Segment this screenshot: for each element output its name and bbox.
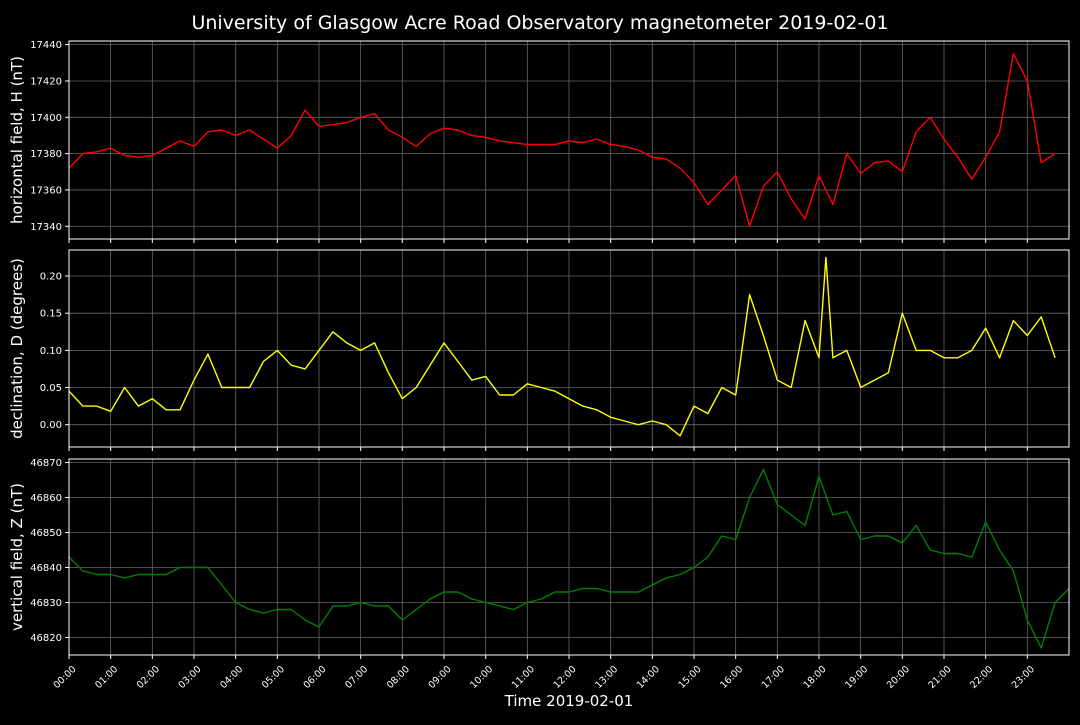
y-tick-label: 0.15 xyxy=(40,309,62,320)
x-tick-label: 09:00 xyxy=(427,664,454,691)
series-line-3 xyxy=(68,468,1070,649)
x-tick-label: 19:00 xyxy=(843,664,870,691)
y-axis-label: vertical field, Z (nT) xyxy=(8,483,26,631)
y-tick-label: 17380 xyxy=(30,149,62,160)
x-tick-label: 22:00 xyxy=(968,664,995,691)
x-tick-label: 10:00 xyxy=(468,664,495,691)
y-tick-label: 17420 xyxy=(30,76,62,87)
y-tick-label: 0.10 xyxy=(40,346,62,357)
y-tick-label: 17440 xyxy=(30,40,62,51)
y-tick-label: 46830 xyxy=(30,598,62,609)
x-tick-label: 04:00 xyxy=(218,664,245,691)
x-tick-label: 23:00 xyxy=(1010,664,1037,691)
y-axis-label: horizontal field, H (nT) xyxy=(8,56,26,224)
x-axis-label: Time 2019-02-01 xyxy=(504,692,634,710)
panel-2: 0.00 0.05 0.10 0.15 0.20 declination, D (degr… xyxy=(8,249,1070,451)
y-tick-label: 46820 xyxy=(30,633,62,644)
x-tick-label: 05:00 xyxy=(260,664,287,691)
x-tick-label: 16:00 xyxy=(718,664,745,691)
y-tick-label: 0.05 xyxy=(40,383,62,394)
y-axis-label: declination, D (degrees) xyxy=(8,258,26,439)
x-tick-label: 02:00 xyxy=(135,664,162,691)
series-line-1 xyxy=(68,53,1056,228)
y-tick-label: 0.20 xyxy=(40,272,62,283)
y-tick-label: 17360 xyxy=(30,185,62,196)
x-tick-label: 00:00 xyxy=(52,664,79,691)
series-line-2 xyxy=(68,256,1056,437)
x-tick-label: 20:00 xyxy=(885,664,912,691)
y-tick-label: 46840 xyxy=(30,563,62,574)
panels: 17340 17360 17380 17400 17420 17440 horizontal… xyxy=(8,40,1070,691)
x-tick-label: 12:00 xyxy=(552,664,579,691)
x-tick-label: 07:00 xyxy=(343,664,370,691)
panel-1: 17340 17360 17380 17400 17420 17440 horizontal… xyxy=(8,40,1070,243)
x-tick-label: 08:00 xyxy=(385,664,412,691)
x-tick-label: 15:00 xyxy=(677,664,704,691)
y-tick-label: 17340 xyxy=(30,222,62,233)
x-tick-label: 01:00 xyxy=(93,664,120,691)
x-tick-label: 17:00 xyxy=(760,664,787,691)
y-tick-label: 46860 xyxy=(30,493,62,504)
figure-title: University of Glasgow Acre Road Observat… xyxy=(191,12,888,34)
x-tick-label: 18:00 xyxy=(802,664,829,691)
x-tick-label: 06:00 xyxy=(302,664,329,691)
x-tick-label: 03:00 xyxy=(177,664,204,691)
y-tick-label: 46850 xyxy=(30,528,62,539)
x-tick-label: 11:00 xyxy=(510,664,537,691)
x-tick-label: 13:00 xyxy=(593,664,620,691)
panel-3: 46820 46830 46840 46850 46860 46870 vertical f… xyxy=(8,458,1070,691)
x-tick-label: 21:00 xyxy=(927,664,954,691)
x-tick-label: 14:00 xyxy=(635,664,662,691)
y-tick-label: 0.00 xyxy=(40,420,62,431)
y-tick-label: 46870 xyxy=(30,458,62,469)
y-tick-label: 17400 xyxy=(30,113,62,124)
